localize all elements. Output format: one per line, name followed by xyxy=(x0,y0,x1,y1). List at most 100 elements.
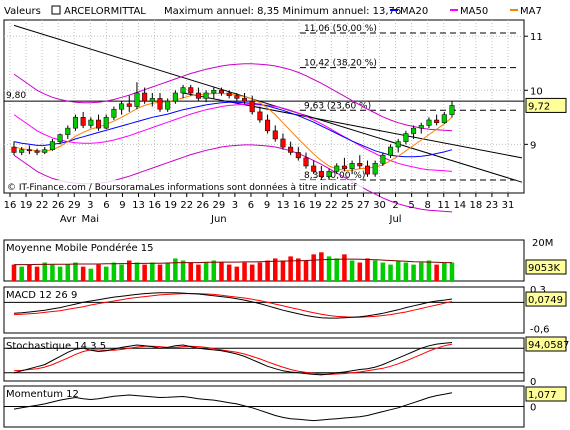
momentum-last-value-box xyxy=(525,386,567,402)
candle-body xyxy=(434,119,440,123)
volume-bar xyxy=(203,262,209,281)
fib-label: 9,63 (23,60 %) xyxy=(304,101,371,111)
x-tick-label: 9 xyxy=(119,200,125,211)
candle-body xyxy=(372,163,378,175)
volume-ma-line xyxy=(14,258,452,266)
header-label: Valeurs xyxy=(4,6,41,17)
x-tick-label: 22 xyxy=(325,200,338,211)
volume-bar xyxy=(442,262,447,281)
volume-bar xyxy=(418,262,424,281)
volume-bar xyxy=(272,258,278,281)
candle-body xyxy=(218,90,224,94)
macd-last-value-box xyxy=(525,291,567,307)
volume-bar xyxy=(142,264,147,281)
volume-bar xyxy=(426,260,432,281)
volume-bar xyxy=(126,260,132,281)
candle-body xyxy=(88,119,94,126)
volume-panel: Moyenne Mobile Pondérée 15 20M 9053K xyxy=(3,238,567,282)
price-panel-frame xyxy=(3,19,525,194)
stoch-k-line xyxy=(13,342,453,376)
candle-body xyxy=(103,117,109,129)
volume-bar xyxy=(27,264,32,281)
x-tick-label: 16 xyxy=(293,200,306,211)
volume-bar xyxy=(319,252,324,281)
candle-body xyxy=(19,149,25,153)
volume-bar xyxy=(11,264,17,281)
x-tick-label: 9 xyxy=(264,200,270,211)
candle-body xyxy=(180,87,186,94)
legend: MA20 MA50 MA7 xyxy=(390,6,542,17)
volume-bar xyxy=(73,262,78,281)
candle-body xyxy=(11,146,17,153)
macd-y-tick: 0,3 xyxy=(530,285,546,296)
volume-bar xyxy=(34,266,40,281)
candle-body xyxy=(203,92,209,99)
legend-label-ma20: MA20 xyxy=(400,6,428,17)
candle-body xyxy=(49,141,55,150)
volume-bar xyxy=(188,262,194,281)
candle-body xyxy=(380,154,386,164)
candle-body xyxy=(119,103,125,110)
volume-bar xyxy=(165,262,170,281)
volume-bar xyxy=(311,254,316,281)
volume-bar xyxy=(434,264,439,281)
volume-bar xyxy=(50,264,55,281)
candle-body xyxy=(188,87,194,94)
candle-body xyxy=(288,146,294,153)
volume-bar xyxy=(280,260,286,281)
x-tick-label: 26 xyxy=(52,200,65,211)
ma50-upper-band xyxy=(13,63,453,132)
price-panel: 11 10 9 9,80 11,06 (50,00 %) 10,42 (38,20 %) 9… xyxy=(3,19,567,213)
candle-body xyxy=(341,165,347,169)
candle-body xyxy=(334,165,340,172)
momentum-title: Momentum 12 xyxy=(6,389,79,400)
x-tick-label: 6 xyxy=(248,200,254,211)
x-tick-label: 2 xyxy=(392,200,398,211)
ma7-line xyxy=(13,93,453,171)
source-text: © IT-Finance.com / BoursoramaLes informa… xyxy=(7,182,357,193)
candle-body xyxy=(280,138,286,148)
candle-body xyxy=(364,165,370,175)
x-month-label: Jun xyxy=(210,214,227,225)
x-tick-label: 13 xyxy=(277,200,290,211)
x-axis: 16 19 22 26 29 3 6 9 13 16 19 22 26 29 3 6 9 13 16 19 22 25 27… xyxy=(4,193,514,225)
volume-last-value-box xyxy=(525,259,567,275)
candle-body xyxy=(349,163,355,169)
x-tick-label: 8 xyxy=(424,200,430,211)
x-tick-label: 27 xyxy=(357,200,370,211)
volume-bar xyxy=(65,264,71,281)
x-tick-label: 22 xyxy=(36,200,49,211)
volume-bar xyxy=(265,260,270,281)
volume-bar xyxy=(326,256,332,281)
volume-bar xyxy=(19,266,24,281)
candle-body xyxy=(418,125,424,129)
volume-bar xyxy=(119,264,124,281)
candle-body xyxy=(388,146,394,156)
candle-body xyxy=(80,117,86,126)
stochastic-panel: Stochastique 14 3 5100094,0587 xyxy=(3,336,569,388)
momentum-last-value: 1,077 xyxy=(528,390,557,401)
stochastic-panel-frame xyxy=(3,337,525,382)
x-month-label: Mai xyxy=(82,214,100,225)
volume-y-tick: 20M xyxy=(532,238,553,249)
volume-bar xyxy=(134,262,140,281)
volume-bar xyxy=(411,264,416,281)
header-box xyxy=(51,5,61,15)
header-symbol: ARCELORMITTAL xyxy=(64,6,146,17)
trend-line xyxy=(13,24,523,183)
x-tick-label: 30 xyxy=(373,200,386,211)
volume-bar xyxy=(303,260,309,281)
stoch-d-line xyxy=(13,343,453,375)
volume-bar xyxy=(357,262,363,281)
volume-bar xyxy=(196,264,201,281)
x-tick-label: 16 xyxy=(148,200,161,211)
volume-bar xyxy=(296,258,301,281)
candle-body xyxy=(72,117,78,129)
volume-bar xyxy=(334,258,340,281)
volume-bar xyxy=(157,264,163,281)
fib-label: 11,06 (50,00 %) xyxy=(304,24,377,34)
candle-body xyxy=(272,130,278,140)
candle-body xyxy=(165,100,171,110)
